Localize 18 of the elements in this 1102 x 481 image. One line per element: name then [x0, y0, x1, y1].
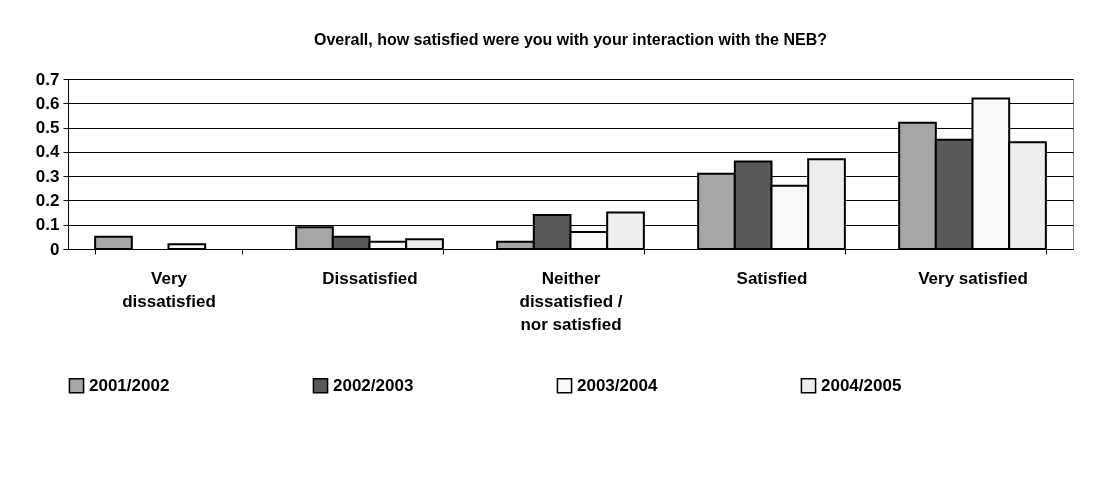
y-tick-label: 0.3 — [35, 166, 60, 186]
x-tick-label: Very satisfied — [918, 268, 1028, 288]
chart-title: Overall, how satisfied were you with your interaction with the NEB? — [314, 31, 827, 48]
legend-label: 2003/2004 — [577, 375, 658, 395]
x-tick-label: Dissatisfied — [322, 268, 418, 288]
y-tick-label: 0.7 — [35, 69, 60, 89]
y-tick-label: 0.6 — [35, 93, 60, 113]
legend-label: 2004/2005 — [821, 375, 902, 395]
legend-label: 2001/2002 — [89, 375, 170, 395]
y-tick-label: 0 — [50, 239, 60, 259]
x-tick-label: Very dissatisfied — [122, 268, 216, 311]
x-tick-label: Neither dissatisfied / nor satisfied — [519, 268, 623, 334]
legend-label: 2002/2003 — [333, 375, 414, 395]
x-tick-label: Satisfied — [736, 268, 808, 288]
y-tick-label: 0.5 — [35, 118, 60, 138]
y-tick-label: 0.4 — [35, 142, 61, 162]
y-tick-label: 0.1 — [35, 215, 60, 235]
y-tick-label: 0.2 — [35, 190, 60, 210]
